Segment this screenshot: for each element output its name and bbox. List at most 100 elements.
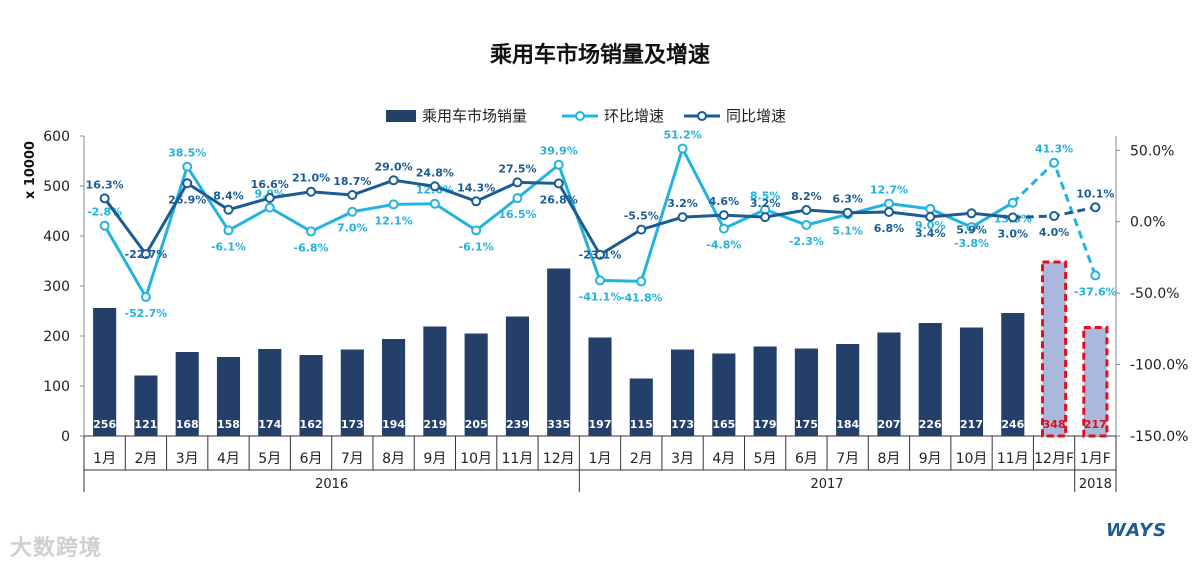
yoy-value-label: 6.8% (874, 222, 905, 235)
bar-sales (258, 349, 282, 436)
yoy-value-label: 10.1% (1076, 187, 1114, 200)
bar-sales (1001, 313, 1025, 436)
legend-marker-mom (575, 111, 585, 121)
bar-value-label: 173 (341, 418, 364, 431)
mom-value-label: -6.8% (294, 241, 329, 254)
x-tick-label: 6月 (300, 451, 323, 467)
x-tick-label: 2月 (134, 451, 157, 467)
bar-sales (629, 378, 653, 436)
x-tick-label: 12月 (543, 451, 575, 467)
mom-point (636, 276, 647, 287)
bar-sales (877, 332, 901, 436)
yoy-value-label: 16.3% (86, 178, 124, 191)
bar-value-label: 121 (134, 418, 157, 431)
bar-value-label: 197 (589, 418, 612, 431)
yoy-value-label: 8.4% (213, 190, 244, 203)
bar-sales (794, 348, 818, 436)
mom-value-label: 12.1% (375, 214, 413, 227)
yoy-value-label: -5.5% (624, 210, 659, 223)
bar-sales (175, 352, 199, 436)
bar-sales (382, 339, 406, 436)
bar-value-label: 217 (1084, 418, 1107, 431)
yoy-point (347, 190, 358, 200)
yoy-point (388, 175, 399, 186)
yoy-value-label: 14.3% (457, 181, 495, 194)
mom-point (388, 199, 399, 210)
yoy-point (801, 205, 812, 215)
bar-value-label: 174 (258, 418, 281, 431)
mom-point (553, 159, 564, 170)
yoy-value-label: -22.7% (125, 248, 168, 261)
x-tick-label: 11月 (997, 451, 1029, 467)
mom-point (429, 198, 440, 209)
y-left-tick-label: 600 (43, 129, 70, 145)
bar-value-label: 256 (93, 418, 116, 431)
bar-value-label: 207 (877, 418, 900, 431)
x-tick-label: 7月 (341, 451, 364, 467)
mom-value-label: 51.2% (663, 129, 701, 142)
mom-point (801, 220, 812, 230)
bar-sales (134, 375, 158, 436)
x-tick-label: 10月 (956, 451, 988, 467)
x-tick-label: 11月 (502, 451, 534, 467)
mom-value-label: -6.1% (459, 240, 494, 253)
mom-point (595, 275, 605, 286)
x-tick-label: 3月 (671, 451, 694, 467)
mom-value-label: -4.8% (706, 239, 741, 252)
mom-value-label: -3.8% (954, 237, 989, 250)
yoy-point (925, 211, 936, 222)
bar-sales (423, 326, 447, 436)
y-right-tick-label: -50.0% (1130, 286, 1180, 302)
mom-point (264, 202, 275, 213)
yoy-point (306, 186, 317, 197)
x-tick-label: 1月 (93, 451, 116, 467)
mom-value-label: 16.5% (498, 208, 536, 221)
yoy-point (966, 208, 977, 219)
x-tick-label: 12月F (1034, 451, 1074, 467)
yoy-value-label: 3.4% (915, 227, 946, 240)
yoy-value-label: -23.1% (579, 249, 622, 262)
x-tick-label: 8月 (877, 451, 900, 467)
y-right-tick-label: 0.0% (1130, 215, 1166, 231)
legend-marker-yoy (697, 111, 707, 121)
y-left-tick-label: 400 (43, 229, 70, 245)
yoy-point (512, 177, 523, 188)
mom-point (471, 225, 482, 236)
bar-sales (712, 353, 736, 436)
y-left-tick-label: 500 (43, 179, 70, 195)
x-tick-label: 8月 (382, 451, 405, 467)
bar-value-label: 165 (712, 418, 735, 431)
mom-point (1090, 270, 1101, 281)
yoy-value-label: 4.6% (709, 195, 740, 208)
bar-value-label: 226 (919, 418, 942, 431)
bar-sales (299, 355, 323, 436)
yoy-point (553, 178, 564, 189)
bar-sales (753, 346, 777, 436)
bar-sales (836, 344, 860, 436)
bar-value-label: 179 (754, 418, 777, 431)
yoy-point (1007, 212, 1018, 223)
yoy-value-label: 4.0% (1039, 226, 1070, 239)
mom-value-label: 39.9% (540, 145, 578, 158)
yoy-value-label: 6.3% (832, 193, 863, 206)
bar-value-label: 173 (671, 418, 694, 431)
yoy-point (140, 249, 151, 260)
mom-value-label: 41.3% (1035, 143, 1073, 156)
x-tick-label: 5月 (258, 451, 281, 467)
bar-sales (216, 357, 241, 436)
x-tick-label: 4月 (712, 451, 735, 467)
mom-value-label: 9.0% (915, 219, 946, 232)
bar-sales (588, 337, 612, 436)
mom-value-label: 38.5% (168, 147, 206, 160)
bar-value-label: 158 (217, 418, 240, 431)
yoy-point (595, 249, 605, 260)
x-tick-label: 10月 (460, 451, 492, 467)
yoy-point (636, 224, 647, 235)
yoy-point (264, 193, 275, 203)
y-left-tick-label: 100 (43, 379, 70, 395)
x-tick-label: 9月 (919, 451, 942, 467)
bar-value-label: 168 (176, 418, 199, 431)
bar-sales (547, 268, 571, 436)
mom-value-label: 5.1% (832, 224, 863, 237)
yoy-value-label: 3.0% (998, 227, 1029, 240)
